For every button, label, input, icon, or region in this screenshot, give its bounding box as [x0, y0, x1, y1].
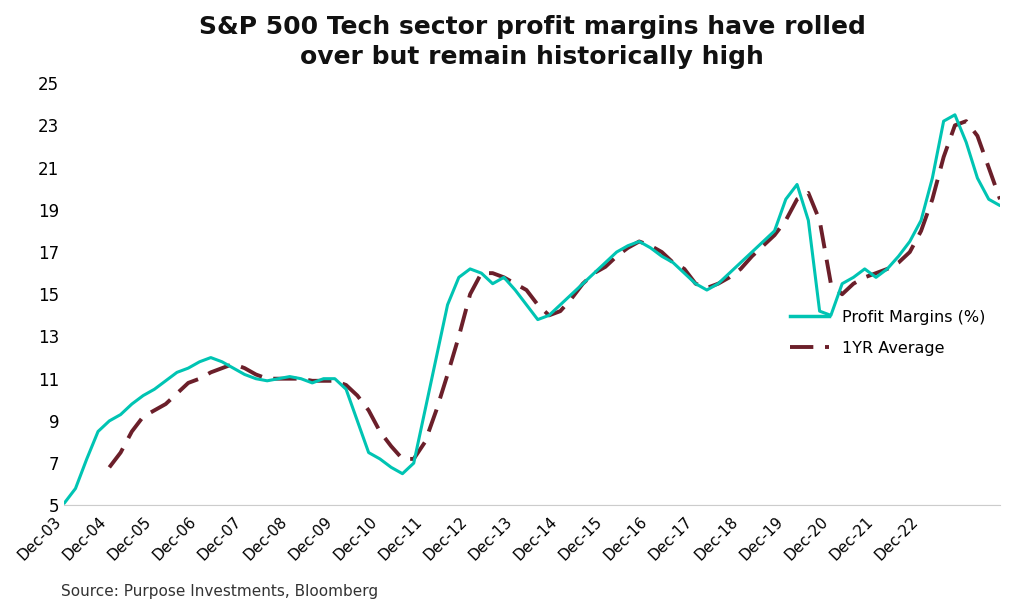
Title: S&P 500 Tech sector profit margins have rolled
over but remain historically high: S&P 500 Tech sector profit margins have …	[199, 15, 866, 69]
Text: Source: Purpose Investments, Bloomberg: Source: Purpose Investments, Bloomberg	[61, 584, 378, 599]
Legend: Profit Margins (%), 1YR Average: Profit Margins (%), 1YR Average	[784, 303, 992, 362]
